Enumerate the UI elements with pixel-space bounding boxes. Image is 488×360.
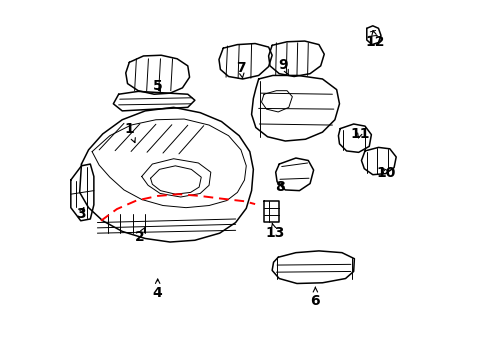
Text: 4: 4 [152,279,162,301]
Text: 8: 8 [275,180,284,194]
Text: 2: 2 [135,227,145,244]
Text: 1: 1 [124,122,135,143]
Text: 9: 9 [278,58,288,75]
Text: 11: 11 [349,127,369,141]
Text: 5: 5 [152,79,162,93]
Text: 13: 13 [264,223,284,240]
Text: 6: 6 [310,287,320,307]
Text: 12: 12 [365,31,385,49]
Text: 3: 3 [76,207,85,221]
Text: 10: 10 [376,166,395,180]
Text: 7: 7 [236,61,245,78]
